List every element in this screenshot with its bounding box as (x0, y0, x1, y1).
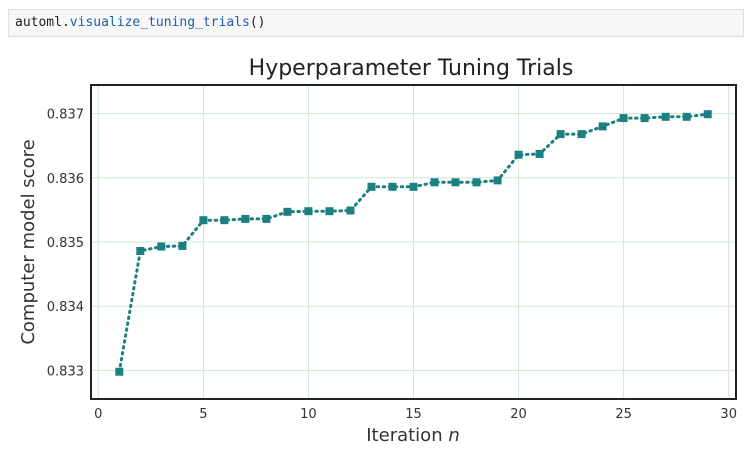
data-point (472, 178, 481, 187)
x-tick-label: 0 (94, 407, 102, 422)
data-point (514, 150, 523, 159)
x-ticks: 0 5 10 15 20 25 30 (94, 407, 737, 422)
data-point (178, 241, 187, 250)
code-function: visualize_tuning_trials (69, 15, 250, 30)
data-point (703, 110, 712, 119)
series-line (115, 110, 712, 376)
data-point (199, 216, 208, 225)
plot-frame (90, 84, 737, 400)
y-axis-label: Computer model score (18, 139, 39, 344)
data-point (640, 114, 649, 123)
x-axis-label: Iteration n (366, 425, 460, 446)
x-tick-label: 20 (510, 407, 527, 422)
data-point (451, 178, 460, 187)
data-point (115, 367, 124, 376)
y-ticks: 0.833 0.834 0.835 0.836 0.837 (47, 108, 84, 380)
y-tick-label: 0.833 (47, 364, 84, 379)
x-tick-label: 15 (405, 407, 422, 422)
x-tick-label: 5 (199, 407, 207, 422)
data-point (556, 130, 565, 139)
data-point (136, 247, 145, 255)
data-point (262, 214, 271, 223)
y-tick-label: 0.836 (47, 172, 84, 187)
data-point (430, 178, 439, 187)
data-point (304, 207, 313, 216)
x-tick-label: 25 (615, 407, 632, 422)
data-point (241, 214, 250, 223)
x-tick-label: 10 (300, 407, 317, 422)
y-tick-label: 0.837 (47, 108, 84, 123)
code-object: automl. (15, 15, 70, 30)
data-point (682, 112, 691, 121)
x-axis-label-text: Iteration (366, 425, 448, 446)
data-point (619, 114, 628, 123)
data-point (220, 216, 229, 225)
data-point (325, 207, 334, 216)
data-point (388, 182, 397, 191)
data-point (598, 122, 607, 131)
y-tick-label: 0.834 (47, 300, 84, 315)
data-point (283, 207, 292, 216)
code-cell[interactable]: automl.visualize_tuning_trials() (8, 9, 744, 37)
data-point (535, 150, 544, 158)
chart-title: Hyperparameter Tuning Trials (249, 56, 574, 81)
x-tick-label: 30 (720, 407, 737, 422)
data-point (577, 130, 586, 139)
data-point (493, 176, 502, 185)
y-tick-label: 0.835 (47, 236, 84, 251)
data-point (409, 182, 418, 191)
data-point (661, 112, 670, 121)
code-parens: () (249, 15, 266, 30)
data-point (346, 206, 355, 215)
grid-lines (92, 86, 735, 398)
data-point (157, 242, 166, 251)
x-axis-label-var: n (448, 425, 459, 446)
data-point (367, 182, 376, 191)
